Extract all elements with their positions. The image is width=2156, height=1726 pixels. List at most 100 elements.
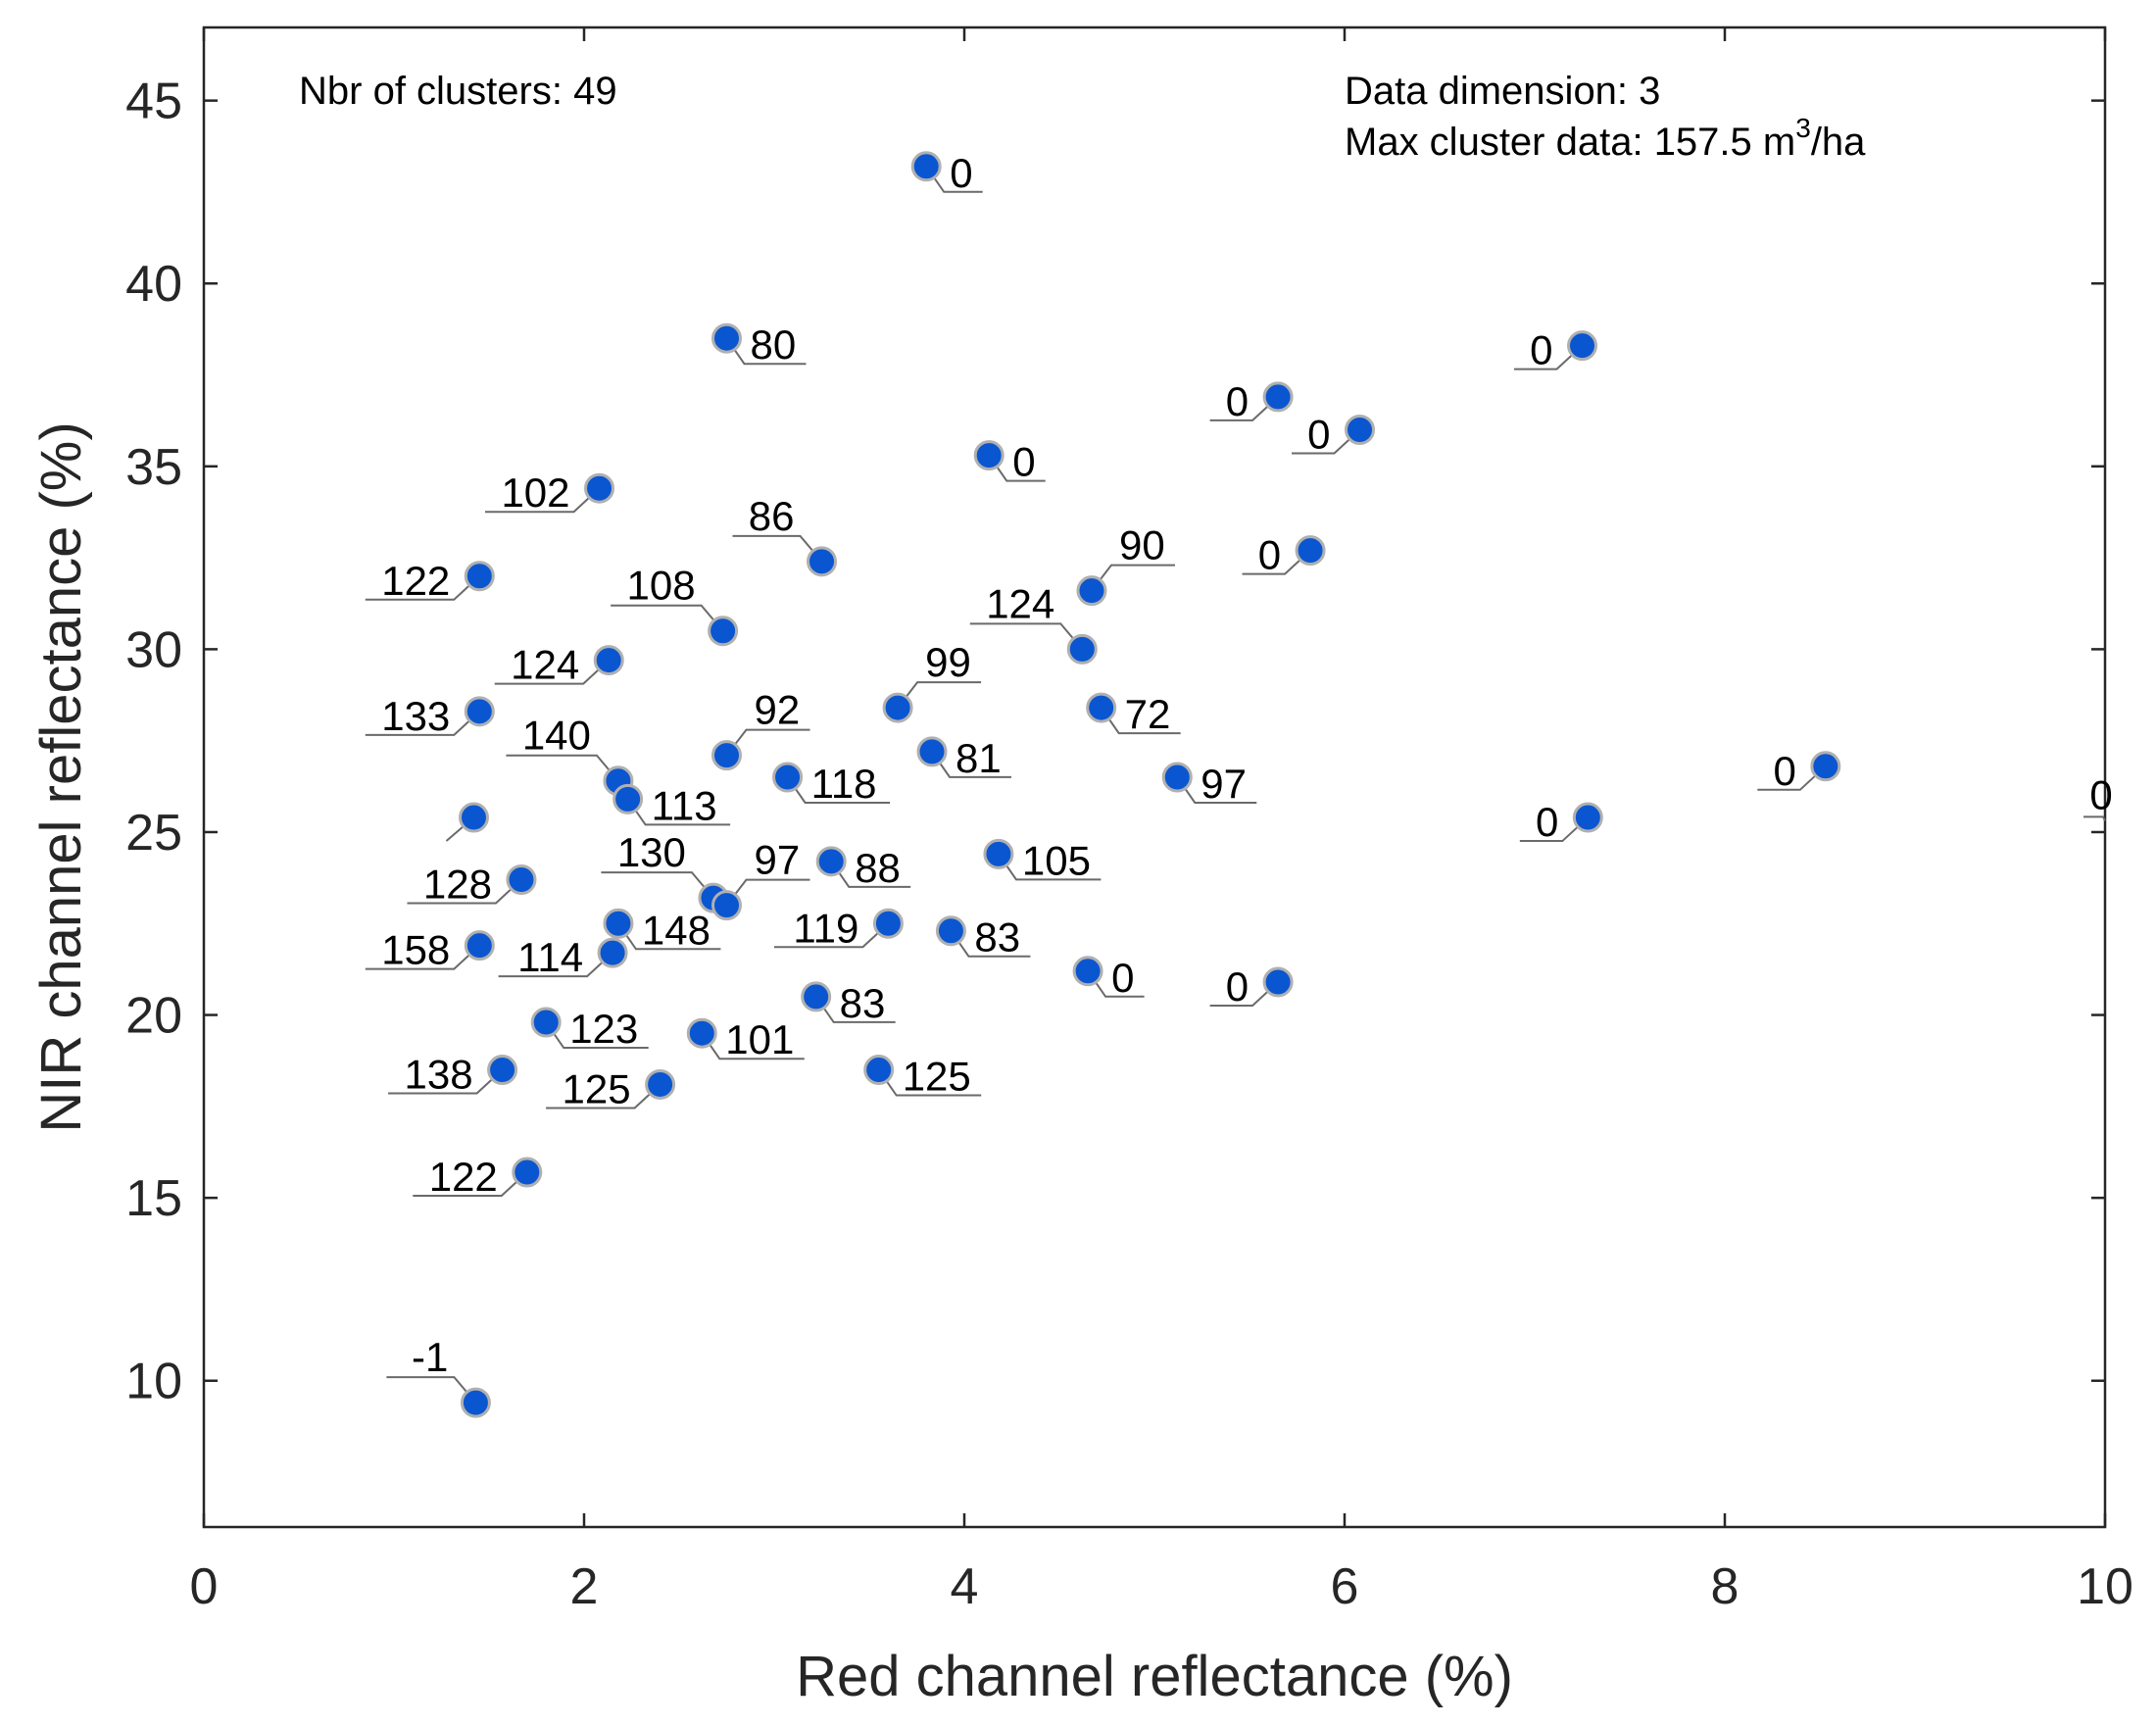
x-tick-label: 2 xyxy=(570,1558,599,1615)
max-unit-tail: /ha xyxy=(1811,121,1866,164)
y-tick-label: 45 xyxy=(125,74,182,130)
data-point-group: 124 xyxy=(494,642,624,688)
data-point-group: 108 xyxy=(611,563,739,647)
data-point xyxy=(686,1017,717,1049)
data-point-group: 92 xyxy=(711,687,810,771)
data-point xyxy=(512,1157,543,1188)
plot-frame xyxy=(202,25,2107,1529)
data-point-group: 97 xyxy=(711,837,810,921)
data-point xyxy=(983,838,1014,869)
data-point-group: 102 xyxy=(485,469,615,516)
point-label: 0 xyxy=(1226,378,1249,424)
data-point-group: 72 xyxy=(1086,691,1181,737)
data-point-group: 122 xyxy=(413,1154,543,1200)
data-point xyxy=(1567,330,1597,362)
y-tick-label: 25 xyxy=(125,805,182,862)
data-point xyxy=(597,937,628,968)
data-point xyxy=(458,802,489,833)
max-cluster-annotation: Max cluster data: 157.5 m3/ha xyxy=(1345,113,1866,164)
data-point-group: 0 xyxy=(1072,955,1145,1001)
y-tick-label: 30 xyxy=(125,621,182,678)
data-point-group: 0 xyxy=(1514,327,1597,373)
data-point xyxy=(530,1007,562,1038)
data-point-group: 86 xyxy=(732,493,837,577)
x-axis-label: Red channel reflectance (%) xyxy=(796,1645,1513,1708)
point-label: 101 xyxy=(725,1016,794,1062)
data-point xyxy=(863,1055,895,1086)
point-label: 118 xyxy=(811,761,877,807)
data-point-group: 113 xyxy=(612,782,731,828)
data-point xyxy=(910,151,942,182)
point-label: 99 xyxy=(925,639,971,685)
data-point-group: 118 xyxy=(772,761,891,807)
data-point-group: 119 xyxy=(773,905,904,951)
point-label: 138 xyxy=(405,1052,473,1098)
data-point-group: 0 xyxy=(1209,378,1294,424)
y-axis-label: NIR channel reflectance (%) xyxy=(29,421,93,1132)
max-unit-base: m xyxy=(1752,121,1795,164)
data-point xyxy=(711,322,742,354)
y-tick-label: 10 xyxy=(125,1354,182,1410)
point-label: 119 xyxy=(793,905,858,951)
point-label: 0 xyxy=(1773,748,1795,794)
point-label: 0 xyxy=(1111,955,1134,1001)
point-label: 0 xyxy=(1307,411,1330,457)
data-point-group: 99 xyxy=(882,639,982,723)
info-annotations: Nbr of clusters: 49 Data dimension: 3 Ma… xyxy=(299,70,1866,164)
data-point-group: 0 xyxy=(1242,532,1326,578)
point-label: 148 xyxy=(642,907,710,953)
data-point xyxy=(1295,535,1326,567)
axes xyxy=(202,25,2107,1529)
point-label: 0 xyxy=(1226,963,1249,1010)
point-label: 0 xyxy=(1536,799,1558,845)
point-label: 80 xyxy=(751,321,797,368)
point-label: 90 xyxy=(1119,522,1165,568)
point-label: 102 xyxy=(501,469,569,516)
data-point-group: 125 xyxy=(863,1054,982,1100)
x-tick-label: 10 xyxy=(2077,1558,2133,1615)
edge-point-group: 0 xyxy=(2083,771,2113,821)
data-point-group: 123 xyxy=(530,1006,649,1052)
y-tick-label: 35 xyxy=(125,439,182,496)
data-point xyxy=(973,440,1004,471)
data-point xyxy=(916,736,948,767)
point-label: 113 xyxy=(652,782,717,828)
point-label: 81 xyxy=(956,735,1002,781)
data-point xyxy=(1161,762,1193,793)
point-label: 124 xyxy=(511,642,579,688)
data-point-group xyxy=(445,802,489,842)
data-point-group: 0 xyxy=(910,150,983,196)
point-label: 140 xyxy=(522,713,591,759)
point-label: 97 xyxy=(755,837,801,883)
data-point-group: 138 xyxy=(388,1052,518,1098)
label-leader xyxy=(969,622,1084,651)
point-label: -1 xyxy=(412,1334,448,1380)
point-label: 72 xyxy=(1125,691,1171,737)
data-point xyxy=(1076,575,1107,607)
data-point xyxy=(603,908,634,939)
data-point-group: 97 xyxy=(1161,761,1257,807)
point-label: 0 xyxy=(950,150,972,196)
data-point xyxy=(1262,381,1294,413)
label-leader xyxy=(601,871,714,899)
point-label: 133 xyxy=(381,693,450,739)
point-label: 88 xyxy=(855,845,901,891)
data-point xyxy=(1572,802,1603,833)
data-point-group: 83 xyxy=(935,914,1031,961)
label-leader xyxy=(611,604,724,632)
max-value: 157.5 xyxy=(1654,121,1752,164)
data-point-group: 83 xyxy=(801,980,896,1026)
point-label: 83 xyxy=(840,980,886,1026)
data-point-group: 0 xyxy=(1209,963,1294,1010)
edge-leader xyxy=(2083,815,2106,821)
data-point-group: -1 xyxy=(386,1334,491,1418)
data-point xyxy=(711,890,742,921)
data-point xyxy=(1345,414,1376,445)
data-point xyxy=(872,908,904,939)
data-point-group: 114 xyxy=(498,934,628,980)
point-label: 158 xyxy=(381,927,450,973)
point-label: 122 xyxy=(381,558,450,604)
data-point-group: 133 xyxy=(365,693,495,739)
point-label: 130 xyxy=(617,829,686,875)
data-point xyxy=(1072,956,1103,987)
